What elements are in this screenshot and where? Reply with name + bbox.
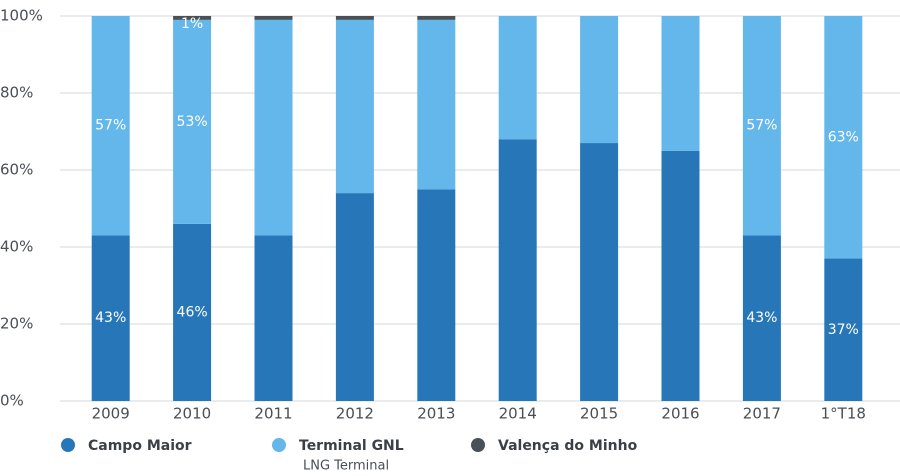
value-label: 43%: [746, 310, 777, 326]
value-label: 57%: [746, 118, 777, 134]
bar-segment: [173, 16, 212, 20]
value-label: 37%: [828, 322, 859, 338]
legend-marker: [471, 438, 485, 452]
bar-segment: [661, 16, 700, 151]
bar-segment: [417, 16, 456, 20]
x-tick-label: 2014: [499, 405, 537, 423]
value-label: 46%: [177, 304, 208, 320]
x-tick-label: 2012: [336, 405, 374, 423]
legend-label: Valença do Minho: [498, 438, 638, 454]
bar-segment: [254, 235, 293, 401]
y-tick-label: 100%: [0, 7, 43, 25]
bar-segment: [661, 150, 700, 401]
x-tick-label: 2016: [661, 405, 699, 423]
legend-marker: [61, 438, 75, 452]
bar-segment: [580, 143, 619, 402]
legend-label: Terminal GNL: [299, 438, 404, 454]
y-tick-label: 80%: [0, 84, 33, 102]
value-label: 53%: [177, 114, 208, 130]
bar-segment: [498, 16, 537, 140]
bar-segment: [742, 16, 781, 236]
x-tick-label: 1°T18: [821, 405, 866, 423]
x-tick-label: 2013: [417, 405, 455, 423]
bar-segment: [91, 16, 130, 236]
bar-segment: [742, 235, 781, 401]
value-label: 1%: [181, 16, 203, 32]
bar-segment: [335, 16, 374, 20]
bar-segment: [254, 16, 293, 20]
value-label: 57%: [95, 118, 126, 134]
x-tick-label: 2017: [743, 405, 781, 423]
bar-segment: [335, 193, 374, 401]
bar-segment: [335, 19, 374, 194]
x-tick-label: 2009: [92, 405, 130, 423]
bar-segment: [417, 189, 456, 401]
y-tick-label: 40%: [0, 238, 33, 256]
bar-segment: [824, 258, 863, 401]
x-tick-label: 2010: [173, 405, 211, 423]
bar-segment: [417, 19, 456, 190]
x-tick-label: 2011: [254, 405, 292, 423]
bar-segment: [173, 223, 212, 401]
value-label: 63%: [828, 129, 859, 145]
x-tick-label: 2015: [580, 405, 618, 423]
y-tick-label: 0%: [0, 392, 24, 410]
legend-marker: [272, 438, 286, 452]
y-tick-label: 20%: [0, 315, 33, 333]
y-tick-label: 60%: [0, 161, 33, 179]
legend-subname: LNG Terminal: [303, 459, 389, 474]
bar-segment: [173, 19, 212, 224]
bar-segment: [580, 16, 619, 144]
bar-segment: [498, 139, 537, 401]
bar-segment: [824, 16, 863, 259]
value-label: 43%: [95, 310, 126, 326]
bar-segment: [91, 235, 130, 401]
bar-segment: [254, 19, 293, 236]
legend-label: Campo Maior: [88, 438, 192, 454]
